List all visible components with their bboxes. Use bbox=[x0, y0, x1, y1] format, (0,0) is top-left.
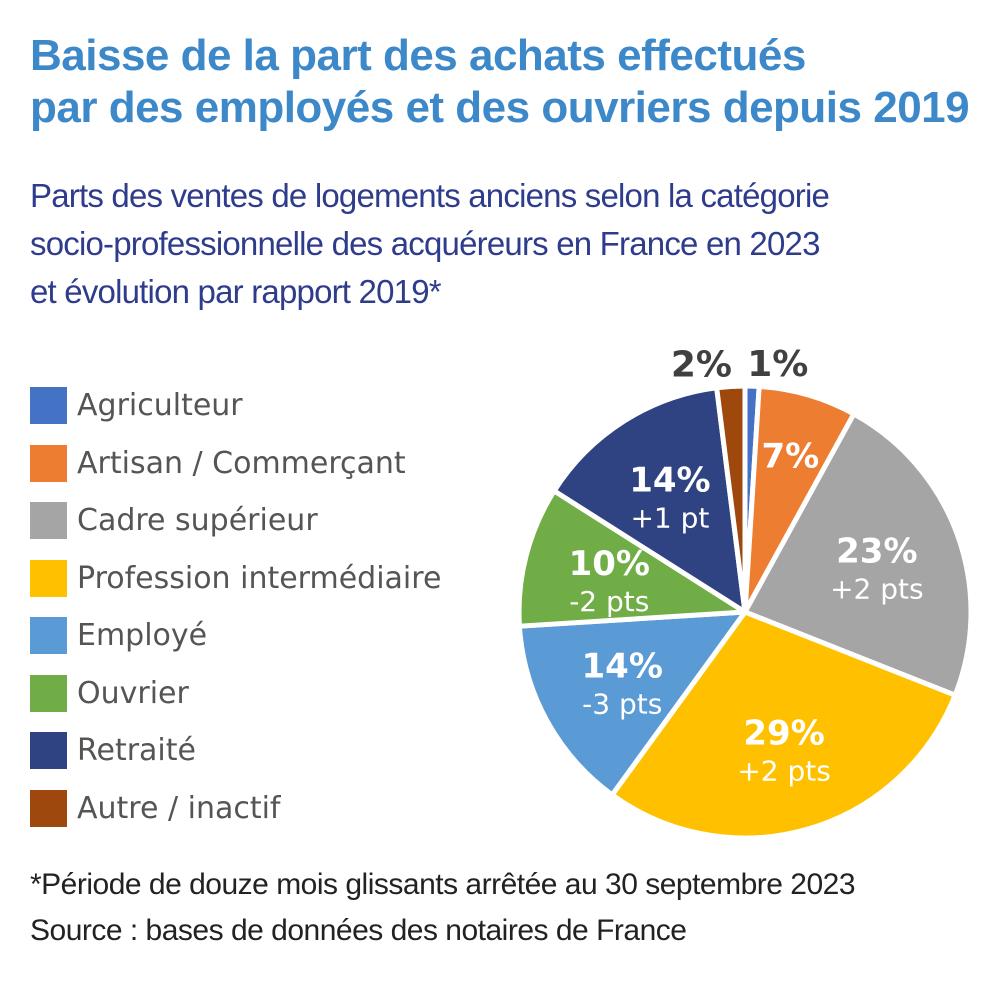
slice-value-label: 10% bbox=[569, 544, 650, 584]
pie-slice bbox=[714, 383, 748, 615]
subtitle-line: et évolution par rapport 2019* bbox=[30, 273, 442, 310]
legend-item: Artisan / Commerçant bbox=[30, 435, 441, 493]
title-line: Baisse de la part des achats effectués bbox=[30, 31, 806, 80]
legend-label: Retraité bbox=[77, 733, 196, 769]
pie-slice bbox=[609, 609, 958, 841]
chart-title: Baisse de la part des achats effectués p… bbox=[30, 30, 990, 134]
slice-value-label: 14% bbox=[629, 461, 710, 501]
pie-slice bbox=[742, 411, 974, 698]
slice-value-label: 29% bbox=[743, 714, 824, 754]
chart-subtitle: Parts des ventes de logements anciens se… bbox=[30, 172, 990, 316]
legend-label: Agriculteur bbox=[77, 388, 243, 424]
legend-label: Ouvrier bbox=[77, 675, 189, 711]
legend-swatch bbox=[30, 732, 67, 770]
slice-value-label: 2% bbox=[671, 344, 732, 385]
legend-swatch bbox=[30, 617, 67, 655]
legend: Agriculteur Artisan / Commerçant Cadre sup… bbox=[30, 377, 441, 837]
slice-value-label: 7% bbox=[762, 437, 820, 477]
slice-value-label: 1% bbox=[747, 344, 808, 385]
legend-item: Retraité bbox=[30, 722, 441, 780]
legend-label: Profession intermédiaire bbox=[77, 560, 442, 596]
pie-slice bbox=[516, 488, 748, 629]
footnotes: *Période de douze mois glissants arrêtée… bbox=[30, 862, 856, 954]
slice-change-label: -2 pts bbox=[569, 585, 649, 618]
title-line: par des employés et des ouvriers depuis … bbox=[30, 83, 970, 132]
legend-item: Autre / inactif bbox=[30, 780, 441, 838]
legend-item: Employé bbox=[30, 607, 441, 665]
slice-change-label: +2 pts bbox=[830, 573, 924, 606]
legend-label: Autre / inactif bbox=[77, 790, 281, 826]
legend-item: Ouvrier bbox=[30, 665, 441, 723]
legend-label: Cadre supérieur bbox=[77, 503, 318, 539]
legend-label: Employé bbox=[77, 618, 208, 654]
legend-item: Profession intermédiaire bbox=[30, 550, 441, 608]
slice-change-label: -3 pts bbox=[582, 688, 662, 721]
legend-item: Agriculteur bbox=[30, 377, 441, 435]
pie-slice bbox=[516, 609, 748, 798]
legend-swatch bbox=[30, 387, 67, 425]
legend-swatch bbox=[30, 502, 67, 540]
slice-value-label: 14% bbox=[582, 647, 663, 687]
legend-swatch bbox=[30, 789, 67, 827]
slice-value-label: 23% bbox=[836, 532, 917, 572]
subtitle-line: Parts des ventes de logements anciens se… bbox=[30, 177, 830, 214]
legend-swatch bbox=[30, 444, 67, 482]
legend-item: Cadre supérieur bbox=[30, 492, 441, 550]
pie-slice bbox=[551, 385, 748, 615]
slice-change-label: +1 pt bbox=[630, 502, 709, 535]
slice-change-label: +2 pts bbox=[737, 755, 831, 788]
legend-label: Artisan / Commerçant bbox=[77, 445, 406, 481]
subtitle-line: socio-professionnelle des acquéreurs en … bbox=[30, 225, 820, 262]
footnote-period: *Période de douze mois glissants arrêtée… bbox=[30, 868, 856, 901]
legend-swatch bbox=[30, 674, 67, 712]
legend-swatch bbox=[30, 559, 67, 597]
footnote-source: Source : bases de données des notaires d… bbox=[30, 914, 687, 947]
